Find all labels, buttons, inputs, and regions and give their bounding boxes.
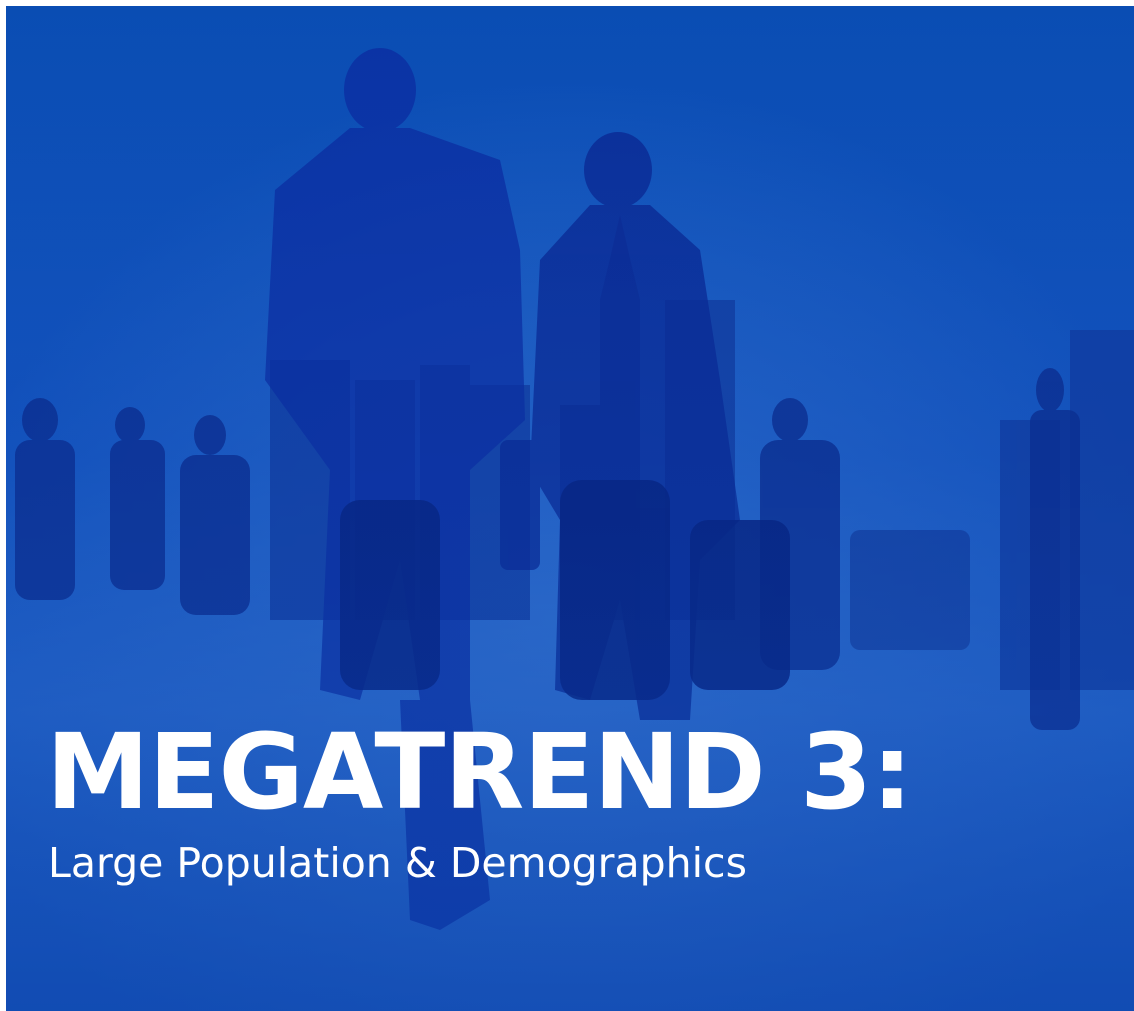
title: MEGATREND 3: (46, 711, 912, 833)
page: MEGATREND 3: Large Population & Demograp… (0, 0, 1134, 1011)
subtitle: Large Population & Demographics (48, 839, 747, 887)
cover-image: MEGATREND 3: Large Population & Demograp… (0, 0, 1134, 1011)
